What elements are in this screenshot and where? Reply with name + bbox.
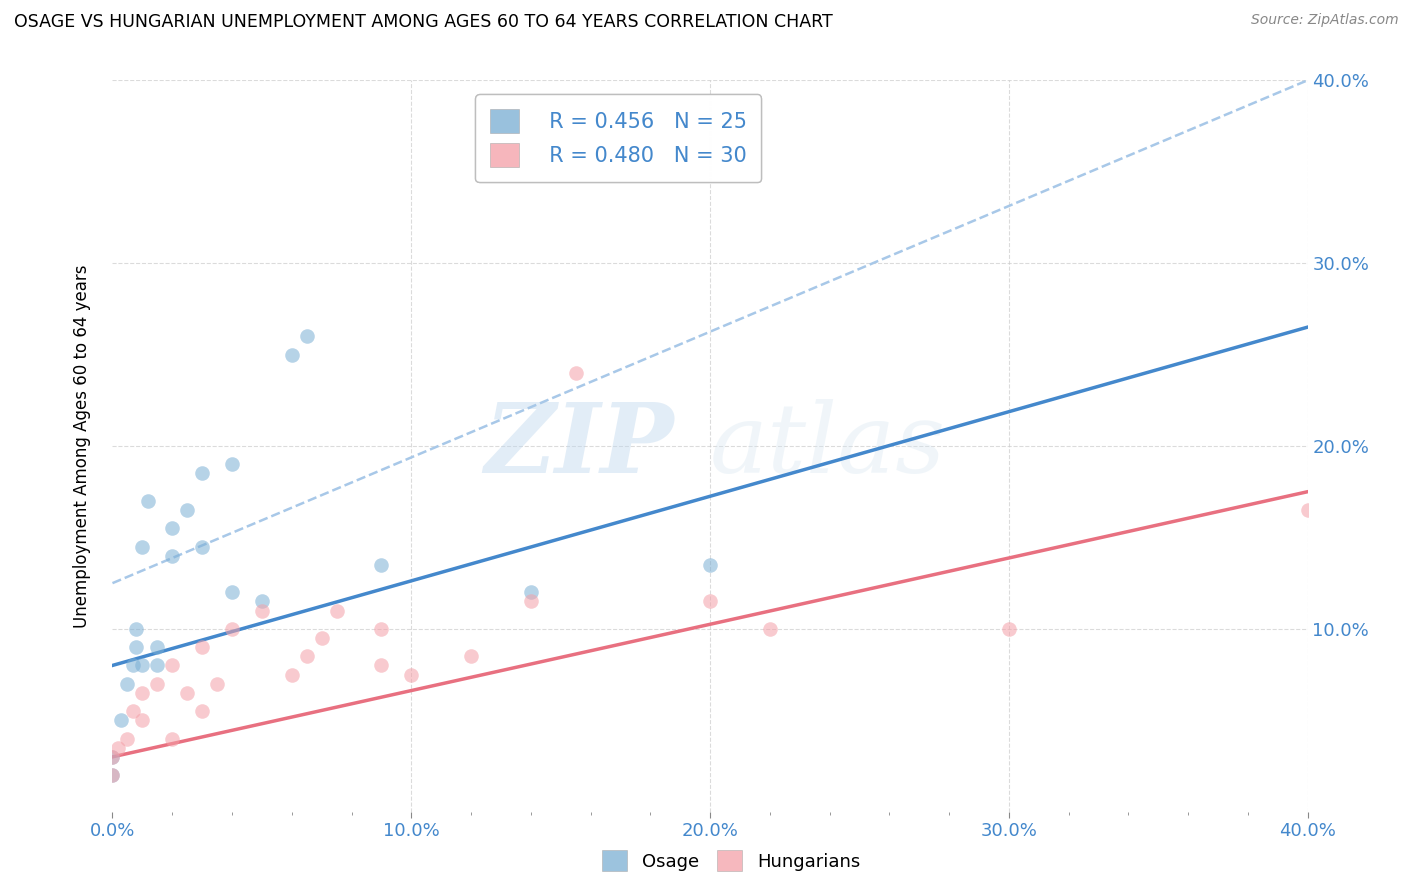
Point — [460, 649, 482, 664]
Point — [131, 714, 153, 728]
Point — [101, 749, 124, 764]
Point — [101, 768, 124, 782]
Legend: Osage, Hungarians: Osage, Hungarians — [595, 843, 868, 879]
Point — [131, 540, 153, 554]
Text: atlas: atlas — [710, 399, 946, 493]
Point — [311, 631, 333, 645]
Point — [205, 676, 228, 690]
Point — [998, 622, 1021, 636]
Point — [122, 704, 145, 718]
Point — [370, 658, 392, 673]
Point — [370, 558, 392, 572]
Point — [281, 667, 304, 681]
Point — [176, 503, 198, 517]
Point — [162, 549, 183, 563]
Point — [759, 622, 782, 636]
Point — [1296, 503, 1319, 517]
Point — [117, 676, 139, 690]
Point — [176, 686, 198, 700]
Point — [146, 676, 169, 690]
Text: OSAGE VS HUNGARIAN UNEMPLOYMENT AMONG AGES 60 TO 64 YEARS CORRELATION CHART: OSAGE VS HUNGARIAN UNEMPLOYMENT AMONG AG… — [14, 13, 832, 31]
Point — [117, 731, 139, 746]
Point — [699, 558, 721, 572]
Legend:   R = 0.456   N = 25,   R = 0.480   N = 30: R = 0.456 N = 25, R = 0.480 N = 30 — [475, 95, 762, 182]
Point — [101, 749, 124, 764]
Point — [250, 603, 273, 617]
Point — [191, 467, 214, 481]
Point — [191, 540, 214, 554]
Point — [101, 768, 124, 782]
Point — [125, 622, 148, 636]
Point — [221, 622, 243, 636]
Point — [162, 521, 183, 535]
Text: ZIP: ZIP — [485, 399, 675, 493]
Point — [146, 640, 169, 655]
Point — [131, 658, 153, 673]
Point — [325, 603, 347, 617]
Point — [520, 585, 543, 599]
Point — [370, 622, 392, 636]
Point — [221, 457, 243, 471]
Point — [162, 731, 183, 746]
Point — [107, 740, 129, 755]
Point — [250, 594, 273, 608]
Point — [564, 366, 586, 380]
Point — [138, 494, 160, 508]
Point — [131, 686, 153, 700]
Point — [125, 640, 148, 655]
Point — [191, 640, 214, 655]
Text: Source: ZipAtlas.com: Source: ZipAtlas.com — [1251, 13, 1399, 28]
Point — [162, 658, 183, 673]
Point — [295, 329, 318, 343]
Point — [146, 658, 169, 673]
Point — [295, 649, 318, 664]
Point — [191, 704, 214, 718]
Point — [520, 594, 543, 608]
Point — [281, 347, 304, 362]
Point — [401, 667, 423, 681]
Y-axis label: Unemployment Among Ages 60 to 64 years: Unemployment Among Ages 60 to 64 years — [73, 264, 91, 628]
Point — [699, 594, 721, 608]
Point — [221, 585, 243, 599]
Point — [110, 714, 132, 728]
Point — [122, 658, 145, 673]
